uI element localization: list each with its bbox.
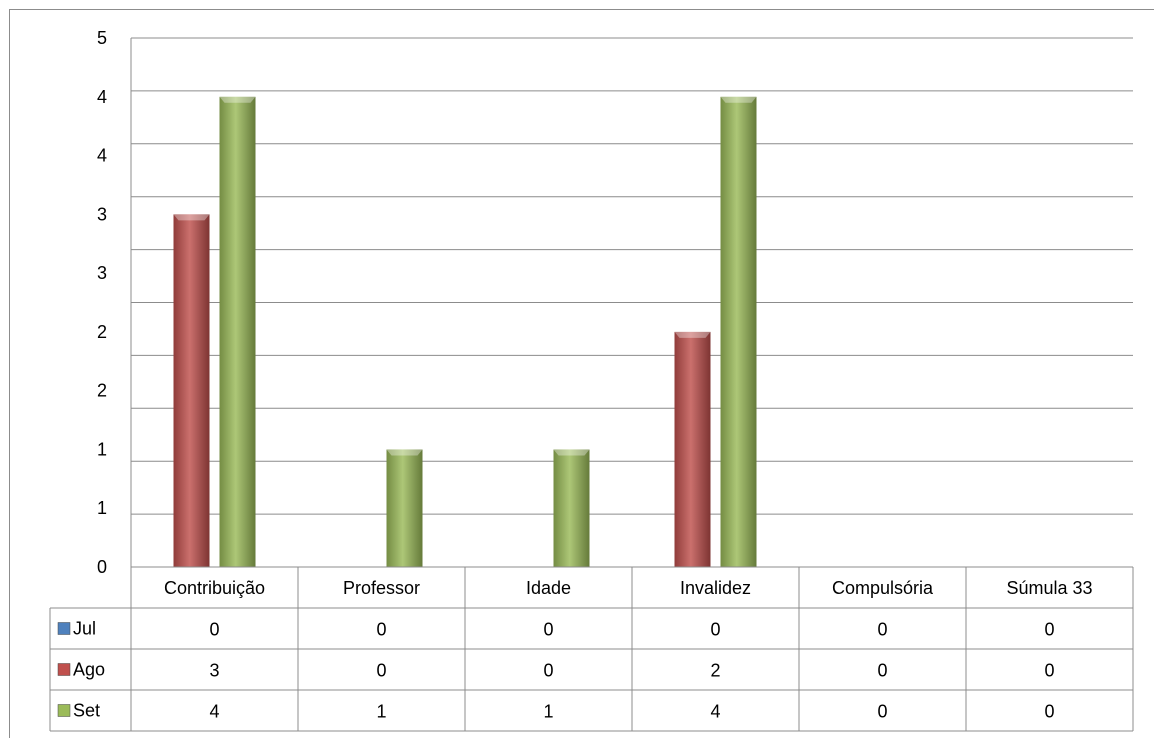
y-axis-ticks: 0 1 1 2 2 3 3 4 4 5 — [97, 28, 107, 577]
y-tick-label: 3 — [97, 263, 107, 283]
table-cell-value: 0 — [877, 620, 887, 640]
bar-cap — [386, 449, 423, 456]
table-cell-value: 4 — [209, 702, 219, 722]
table-cell-value: 0 — [1044, 661, 1054, 681]
table-cell-value: 2 — [710, 661, 720, 681]
y-tick-label: 2 — [97, 381, 107, 401]
table-cell-value: 1 — [376, 702, 386, 722]
table-cell-value: 0 — [376, 620, 386, 640]
bar-ago — [173, 214, 210, 568]
y-tick-label: 4 — [97, 146, 107, 166]
table-cell-value: 1 — [543, 702, 553, 722]
y-tick-label: 0 — [97, 557, 107, 577]
bar-cap — [219, 96, 256, 103]
bar-cap — [173, 214, 210, 221]
bar-ago — [674, 331, 711, 567]
category-label: Contribuição — [164, 578, 265, 598]
bar-set — [219, 96, 256, 568]
table-cell-value: 0 — [877, 661, 887, 681]
table-cell-value: 0 — [1044, 702, 1054, 722]
table-cell-value: 0 — [543, 661, 553, 681]
category-label: Professor — [343, 578, 420, 598]
table-cell-value: 0 — [543, 620, 553, 640]
bar-cap — [674, 331, 711, 338]
legend-key-set — [57, 704, 71, 717]
legend-name: Jul — [73, 619, 96, 639]
y-tick-label: 1 — [97, 439, 107, 459]
table-cell-value: 4 — [710, 702, 720, 722]
bar-cap — [553, 449, 590, 456]
legend-key-jul — [57, 622, 71, 635]
data-table: Contribuição Professor Idade Invalidez Compu… — [49, 566, 1134, 732]
table-cell-value: 0 — [209, 620, 219, 640]
y-tick-label: 5 — [97, 28, 107, 48]
y-tick-label: 4 — [97, 87, 107, 107]
y-tick-label: 2 — [97, 322, 107, 342]
legend-name: Ago — [73, 660, 105, 680]
category-label: Idade — [526, 578, 571, 598]
category-label: Invalidez — [680, 578, 751, 598]
bars — [173, 96, 757, 568]
legend-key-ago — [57, 663, 71, 676]
y-tick-label: 3 — [97, 204, 107, 224]
table-cell-value: 0 — [376, 661, 386, 681]
legend-name: Set — [73, 701, 100, 721]
y-tick-label: 1 — [97, 498, 107, 518]
chart-frame — [9, 9, 1154, 738]
gridlines — [130, 37, 1133, 567]
table-cell-value: 0 — [877, 702, 887, 722]
category-label: Súmula 33 — [1006, 578, 1092, 598]
bar-set — [386, 449, 423, 567]
bar-set — [720, 96, 757, 568]
table-cell-value: 3 — [209, 661, 219, 681]
bar-cap — [720, 96, 757, 103]
bar-set — [553, 449, 590, 567]
table-cell-value: 0 — [710, 620, 720, 640]
table-cell-value: 0 — [1044, 620, 1054, 640]
category-label: Compulsória — [832, 578, 934, 598]
